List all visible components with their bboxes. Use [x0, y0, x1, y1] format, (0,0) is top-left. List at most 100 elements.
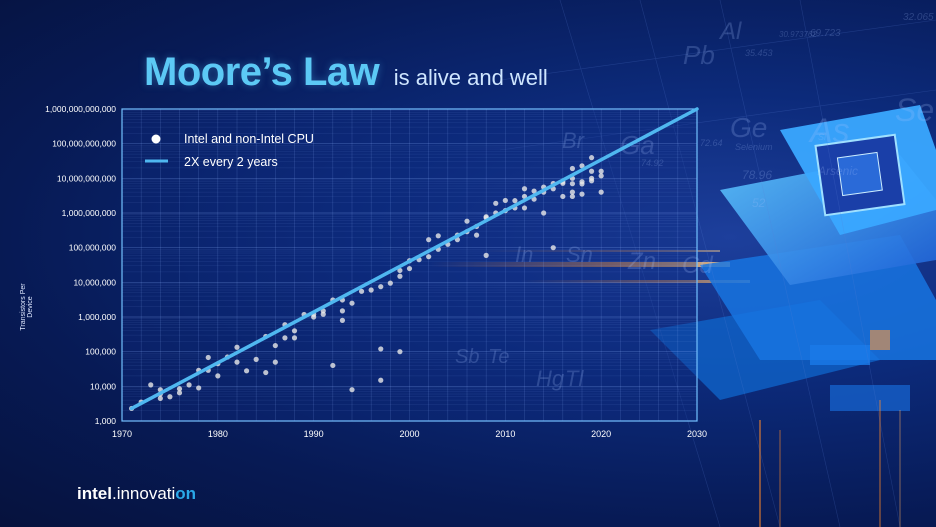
innovation-text: innovati: [116, 484, 176, 503]
element-glyph: Ge: [730, 112, 768, 143]
data-point: [473, 232, 480, 238]
element-glyph: Arsenic: [818, 164, 859, 178]
data-point: [186, 382, 192, 388]
x-tick-label: 2010: [495, 429, 515, 439]
data-point: [148, 382, 154, 388]
y-tick-label: 10,000,000,000: [57, 173, 116, 183]
element-glyph: Cd: [682, 252, 713, 279]
data-point: [531, 188, 537, 194]
element-glyph: 52: [752, 196, 766, 210]
data-point: [291, 328, 298, 334]
y-tick-label: 100,000,000: [69, 243, 117, 253]
trend-line: [129, 107, 699, 411]
data-point: [588, 168, 595, 174]
element-glyph: Hg: [536, 366, 565, 391]
data-point: [176, 386, 183, 392]
data-point: [569, 165, 576, 172]
element-glyph: 30.973762: [779, 30, 817, 39]
data-point: [598, 168, 604, 174]
data-point: [263, 369, 269, 376]
element-glyph: Si: [818, 132, 827, 142]
element-glyph: Selenium: [735, 142, 773, 152]
footer-logo: intel.innovation: [77, 484, 196, 504]
data-point: [569, 189, 576, 195]
data-point: [234, 359, 240, 365]
footer-dot: .: [111, 484, 117, 503]
data-point: [215, 373, 221, 379]
element-glyph: 72.64: [700, 138, 723, 148]
data-point: [397, 267, 403, 274]
data-point: [521, 186, 528, 192]
data-point: [272, 359, 278, 365]
data-point: [464, 218, 470, 224]
data-point: [493, 200, 499, 206]
data-point: [598, 173, 604, 179]
x-tick-label: 1980: [208, 429, 228, 439]
y-tick-label: 100,000,000,000: [52, 139, 116, 149]
data-point: [512, 198, 518, 204]
data-point: [378, 377, 384, 383]
y-tick-label: 1,000,000: [78, 312, 116, 322]
data-point: [253, 356, 259, 362]
data-point: [234, 344, 240, 350]
data-point: [196, 385, 202, 391]
x-tick-label: 2020: [591, 429, 611, 439]
title-main: Moore’s Law: [144, 50, 380, 94]
title-subtitle: is alive and well: [393, 65, 548, 90]
element-glyph: In: [515, 242, 534, 267]
data-point: [311, 314, 317, 320]
legend-label-points: Intel and non-Intel CPU: [184, 132, 314, 146]
x-tick-label: 1990: [304, 429, 324, 439]
data-point: [541, 210, 547, 216]
data-point: [176, 390, 183, 396]
data-point: [291, 335, 298, 341]
element-glyph: Tl: [565, 366, 584, 391]
element-glyph: Sb: [455, 346, 480, 368]
data-point: [378, 346, 384, 352]
element-glyph: Pb: [683, 40, 715, 70]
data-point: [387, 280, 393, 286]
data-point: [435, 233, 441, 239]
data-point: [349, 300, 355, 306]
data-point: [167, 394, 173, 400]
data-point: [330, 362, 336, 369]
data-point: [243, 368, 250, 374]
data-point: [598, 189, 604, 195]
data-point: [426, 254, 432, 260]
data-point: [579, 191, 585, 197]
data-point: [406, 265, 413, 272]
legend-label-trend: 2X every 2 years: [184, 155, 278, 169]
x-tick-label: 2000: [399, 429, 419, 439]
x-tick-label: 1970: [112, 429, 132, 439]
slide-title: Moore’s Law is alive and well: [144, 50, 548, 95]
element-glyph: Zn: [628, 248, 657, 275]
y-tick-label: 1,000,000,000: [62, 208, 117, 218]
data-point: [339, 308, 346, 314]
element-glyph: 74.92: [641, 158, 664, 168]
data-point: [282, 335, 288, 341]
element-glyph: 78.96: [742, 168, 773, 182]
y-tick-label: 1,000,000,000,000: [45, 104, 116, 114]
element-glyph: 32.065: [903, 12, 934, 23]
legend-marker-points: [151, 134, 161, 144]
data-point: [521, 205, 528, 211]
data-point: [560, 193, 566, 200]
element-glyph: 35.453: [745, 48, 773, 58]
y-tick-label: 100,000: [85, 347, 116, 357]
x-tick-label: 2030: [687, 429, 707, 439]
data-point: [550, 245, 556, 251]
data-point: [349, 387, 355, 393]
intel-wordmark: intel: [77, 484, 112, 503]
element-glyph: As: [810, 112, 850, 150]
element-glyph: 69.723: [810, 28, 841, 39]
element-glyph: Te: [488, 346, 510, 368]
data-point: [368, 287, 374, 293]
data-point: [426, 237, 432, 243]
data-point: [569, 193, 576, 200]
data-point: [588, 175, 595, 181]
element-glyph: Sn: [566, 242, 593, 267]
element-glyph: Se: [895, 92, 935, 128]
element-glyph: Br: [562, 128, 584, 153]
